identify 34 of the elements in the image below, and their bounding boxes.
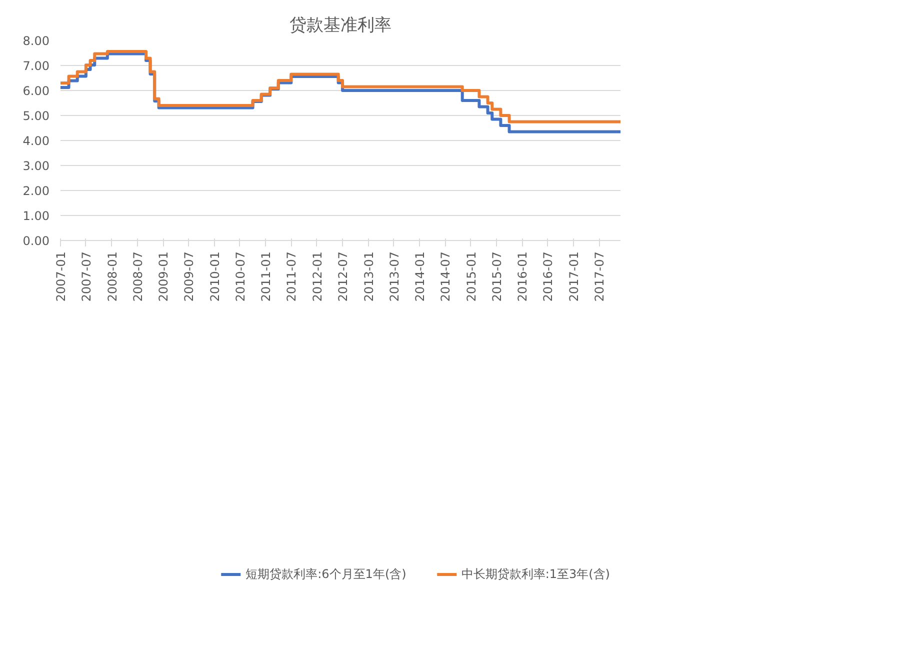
y-tick-label: 8.00 <box>22 34 50 48</box>
chart-title: 贷款基准利率 <box>290 16 392 36</box>
y-tick-label: 2.00 <box>22 184 50 198</box>
x-tick-label: 2009-07 <box>182 252 196 302</box>
x-tick-label: 2012-01 <box>310 252 324 302</box>
x-tick-label: 2009-01 <box>156 252 171 302</box>
x-tick-label: 2007-01 <box>54 252 68 302</box>
x-tick-label: 2010-07 <box>233 252 248 302</box>
x-tick-label: 2016-01 <box>516 252 530 302</box>
y-tick-label: 4.00 <box>22 134 50 148</box>
x-tick-label: 2011-07 <box>284 252 299 302</box>
y-tick-label: 0.00 <box>22 234 50 248</box>
y-tick-label: 3.00 <box>22 159 50 173</box>
x-tick-label: 2013-01 <box>362 252 376 302</box>
y-tick-label: 6.00 <box>22 84 50 98</box>
x-tick-label: 2017-07 <box>592 252 607 302</box>
y-tick-label: 1.00 <box>22 209 50 223</box>
x-tick-label: 2011-01 <box>259 252 274 302</box>
x-tick-label: 2012-07 <box>336 252 350 302</box>
x-tick-label: 2015-01 <box>464 252 478 302</box>
x-tick-label: 2010-01 <box>208 252 222 302</box>
legend-label: 中长期贷款利率:1至3年(含) <box>461 566 610 582</box>
x-tick-label: 2014-01 <box>413 252 428 302</box>
x-tick-label: 2016-07 <box>541 252 556 302</box>
x-tick-label: 2015-07 <box>490 252 504 302</box>
x-tick-label: 2014-07 <box>438 252 453 302</box>
legend-label: 短期贷款利率:6个月至1年(含) <box>246 566 406 582</box>
y-tick-label: 5.00 <box>22 109 50 123</box>
x-tick-label: 2013-07 <box>387 252 402 302</box>
y-tick-label: 7.00 <box>22 59 50 73</box>
x-tick-label: 2017-01 <box>567 252 582 302</box>
x-tick-label: 2007-07 <box>79 252 94 302</box>
x-tick-label: 2008-07 <box>130 252 145 302</box>
x-tick-label: 2008-01 <box>105 252 120 302</box>
